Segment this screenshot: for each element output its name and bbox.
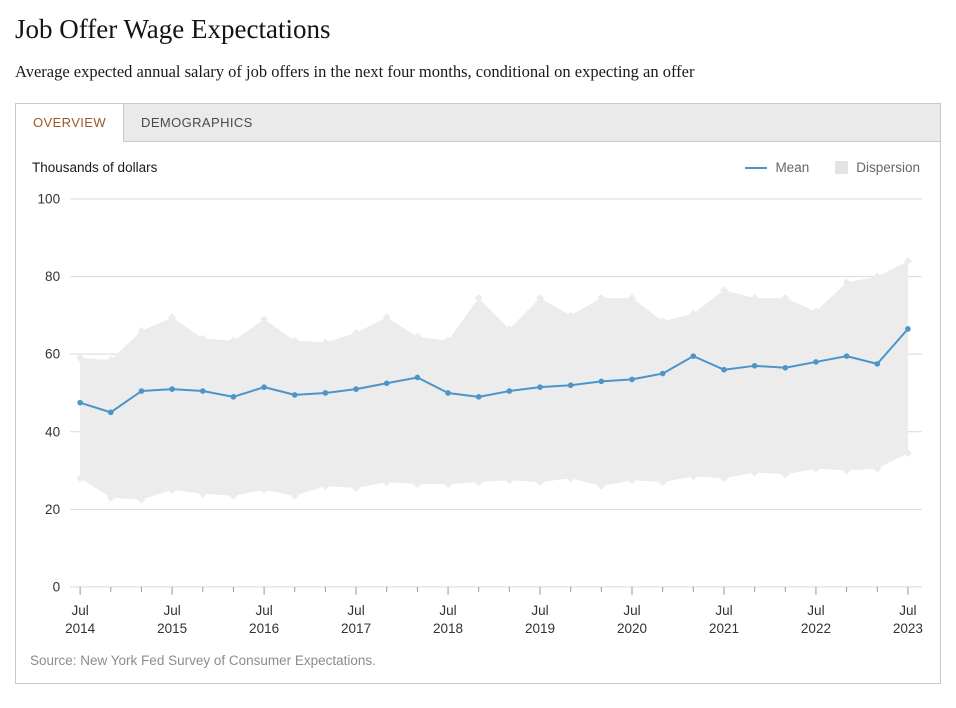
svg-text:100: 100 <box>38 192 61 207</box>
svg-text:0: 0 <box>53 579 61 594</box>
page-title: Job Offer Wage Expectations <box>15 14 331 44</box>
svg-text:Jul: Jul <box>899 603 916 618</box>
source-note: Source: New York Fed Survey of Consumer … <box>30 653 376 668</box>
svg-text:2021: 2021 <box>709 621 739 636</box>
svg-text:Jul: Jul <box>715 603 732 618</box>
dispersion-swatch <box>835 161 849 174</box>
svg-text:2022: 2022 <box>801 621 831 636</box>
tab-overview[interactable]: OVERVIEW <box>16 104 125 142</box>
chart-header: Thousands of dollars Mean Dispersion <box>16 142 940 177</box>
svg-text:Jul: Jul <box>623 603 640 618</box>
svg-text:2020: 2020 <box>617 621 647 636</box>
svg-text:2019: 2019 <box>525 621 555 636</box>
svg-text:Jul: Jul <box>255 603 272 618</box>
svg-text:2023: 2023 <box>893 621 923 636</box>
legend-item-dispersion[interactable]: Dispersion <box>835 160 920 175</box>
svg-text:Jul: Jul <box>163 603 180 618</box>
legend-mean-label: Mean <box>775 160 810 175</box>
svg-text:2017: 2017 <box>341 621 371 636</box>
y-axis-title: Thousands of dollars <box>32 160 158 175</box>
svg-text:20: 20 <box>45 502 60 517</box>
svg-text:2015: 2015 <box>157 621 187 636</box>
svg-text:Jul: Jul <box>439 603 456 618</box>
chart-area: 0 20 40 60 80 100 Jul 2014 Jul 2015 Jul 2016 Jul 2017… <box>16 177 940 640</box>
tab-bar: OVERVIEW DEMOGRAPHICS <box>16 104 940 142</box>
svg-text:2016: 2016 <box>249 621 279 636</box>
legend-dispersion-label: Dispersion <box>856 160 920 175</box>
svg-text:2014: 2014 <box>65 621 96 636</box>
svg-text:Jul: Jul <box>72 603 89 618</box>
svg-text:2018: 2018 <box>433 621 463 636</box>
tab-demographics[interactable]: DEMOGRAPHICS <box>141 115 253 130</box>
svg-text:Jul: Jul <box>347 603 364 618</box>
wage-expectations-chart[interactable]: 0 20 40 60 80 100 Jul 2014 Jul 2015 Jul 2016 Jul 2017… <box>16 177 940 640</box>
svg-text:40: 40 <box>45 424 60 439</box>
legend-item-mean[interactable]: Mean <box>745 160 809 175</box>
svg-text:80: 80 <box>45 269 60 284</box>
page: Job Offer Wage Expectations Average expe… <box>15 14 941 684</box>
svg-text:Jul: Jul <box>807 603 824 618</box>
mean-line-swatch <box>745 166 768 169</box>
page-subtitle: Average expected annual salary of job of… <box>15 62 695 81</box>
svg-text:Jul: Jul <box>531 603 548 618</box>
legend: Mean Dispersion <box>745 160 920 175</box>
chart-card: OVERVIEW DEMOGRAPHICS Thousands of dolla… <box>15 103 941 684</box>
svg-text:60: 60 <box>45 347 60 362</box>
